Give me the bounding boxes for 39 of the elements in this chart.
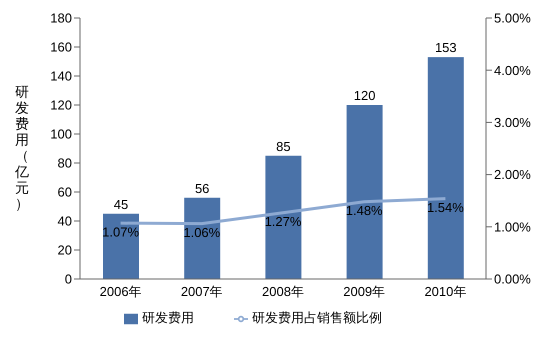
data-label: 120 bbox=[354, 88, 376, 103]
legend-label: 研发费用 bbox=[142, 310, 194, 325]
bar bbox=[184, 198, 220, 279]
x-tick-label: 2006年 bbox=[100, 284, 142, 300]
y-tick-label: 140 bbox=[50, 68, 72, 84]
data-label: 56 bbox=[194, 180, 210, 196]
data-label: 1.54% bbox=[426, 200, 464, 215]
y-axis-title: 研发费用（亿元） bbox=[14, 84, 29, 212]
y2-tick-label: 2.00% bbox=[494, 167, 532, 182]
bar bbox=[103, 214, 139, 279]
bar bbox=[346, 105, 383, 279]
y-tick-label: 20 bbox=[58, 242, 72, 258]
y2-tick-label: 1.00% bbox=[494, 219, 532, 234]
bar bbox=[265, 156, 302, 279]
y2-tick-label: 3.00% bbox=[494, 115, 532, 130]
data-label: 85 bbox=[276, 138, 291, 154]
x-tick-label: 2007年 bbox=[180, 284, 223, 300]
x-tick-label: 2009年 bbox=[343, 284, 386, 300]
y-tick-label: 120 bbox=[50, 98, 72, 113]
y2-tick-label: 4.00% bbox=[494, 62, 532, 78]
data-label: 153 bbox=[434, 40, 457, 56]
y2-tick-label: 5.00% bbox=[494, 10, 532, 26]
y-tick-label: 40 bbox=[58, 214, 72, 229]
y2-tick-label: 0.00% bbox=[494, 272, 532, 287]
data-label: 1.06% bbox=[183, 224, 221, 240]
data-label: 1.27% bbox=[264, 214, 302, 229]
y-tick-label: 80 bbox=[58, 156, 72, 171]
y-tick-label: 180 bbox=[50, 10, 72, 26]
y-tick-label: 0 bbox=[64, 272, 72, 287]
data-label: 1.07% bbox=[102, 224, 140, 240]
legend-label: 研发费用占销售额比例 bbox=[252, 310, 382, 325]
x-tick-label: 2008年 bbox=[262, 284, 304, 300]
data-label: 1.48% bbox=[346, 202, 384, 218]
y-tick-label: 60 bbox=[58, 184, 72, 200]
y-tick-label: 160 bbox=[50, 40, 72, 55]
y-tick-label: 100 bbox=[50, 126, 72, 142]
bar bbox=[428, 57, 464, 279]
x-tick-label: 2010年 bbox=[424, 284, 466, 300]
data-label: 45 bbox=[114, 196, 128, 212]
